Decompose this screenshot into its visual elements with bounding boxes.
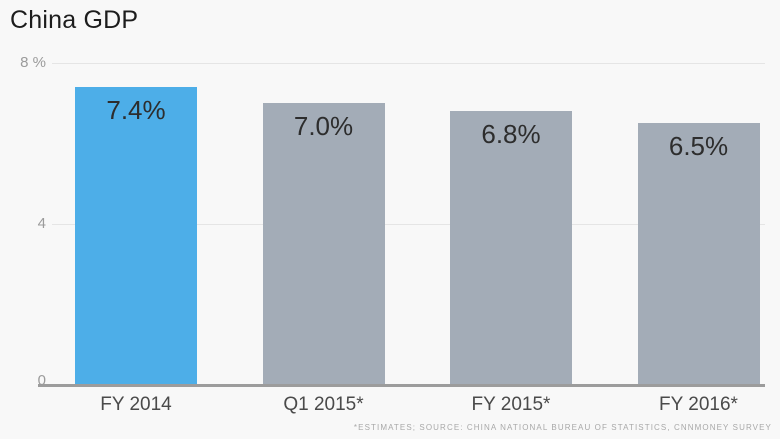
bar-value-label: 6.8% [481,119,541,150]
source-note: *ESTIMATES; SOURCE: CHINA NATIONAL BUREA… [353,423,772,432]
y-tick-label-8: 8 % [20,54,46,71]
chart-title: China GDP [10,6,139,34]
bar-q1-2015: 7.0% [262,103,385,385]
y-tick-label-0: 0 [37,372,46,389]
y-tick-label-4: 4 [37,215,46,232]
bar-value-label: 7.0% [293,111,354,142]
x-axis-label-fy-2015: FY 2015* [471,394,551,415]
bar-value-label: 6.5% [668,131,729,162]
bar-fy-2014: 7.4% [75,87,197,385]
x-axis-label-fy-2014: FY 2014 [100,394,172,415]
bar-value-label: 7.4% [106,95,166,126]
x-axis-label-q1-2015: Q1 2015* [283,394,364,415]
gridline-8 [52,62,765,64]
bar-fy-2016: 6.5% [637,123,760,385]
x-axis-label-fy-2016: FY 2016* [659,394,738,415]
x-axis-line [38,384,765,387]
bar-fy-2015: 6.8% [450,111,572,385]
gridline-4 [52,223,765,225]
